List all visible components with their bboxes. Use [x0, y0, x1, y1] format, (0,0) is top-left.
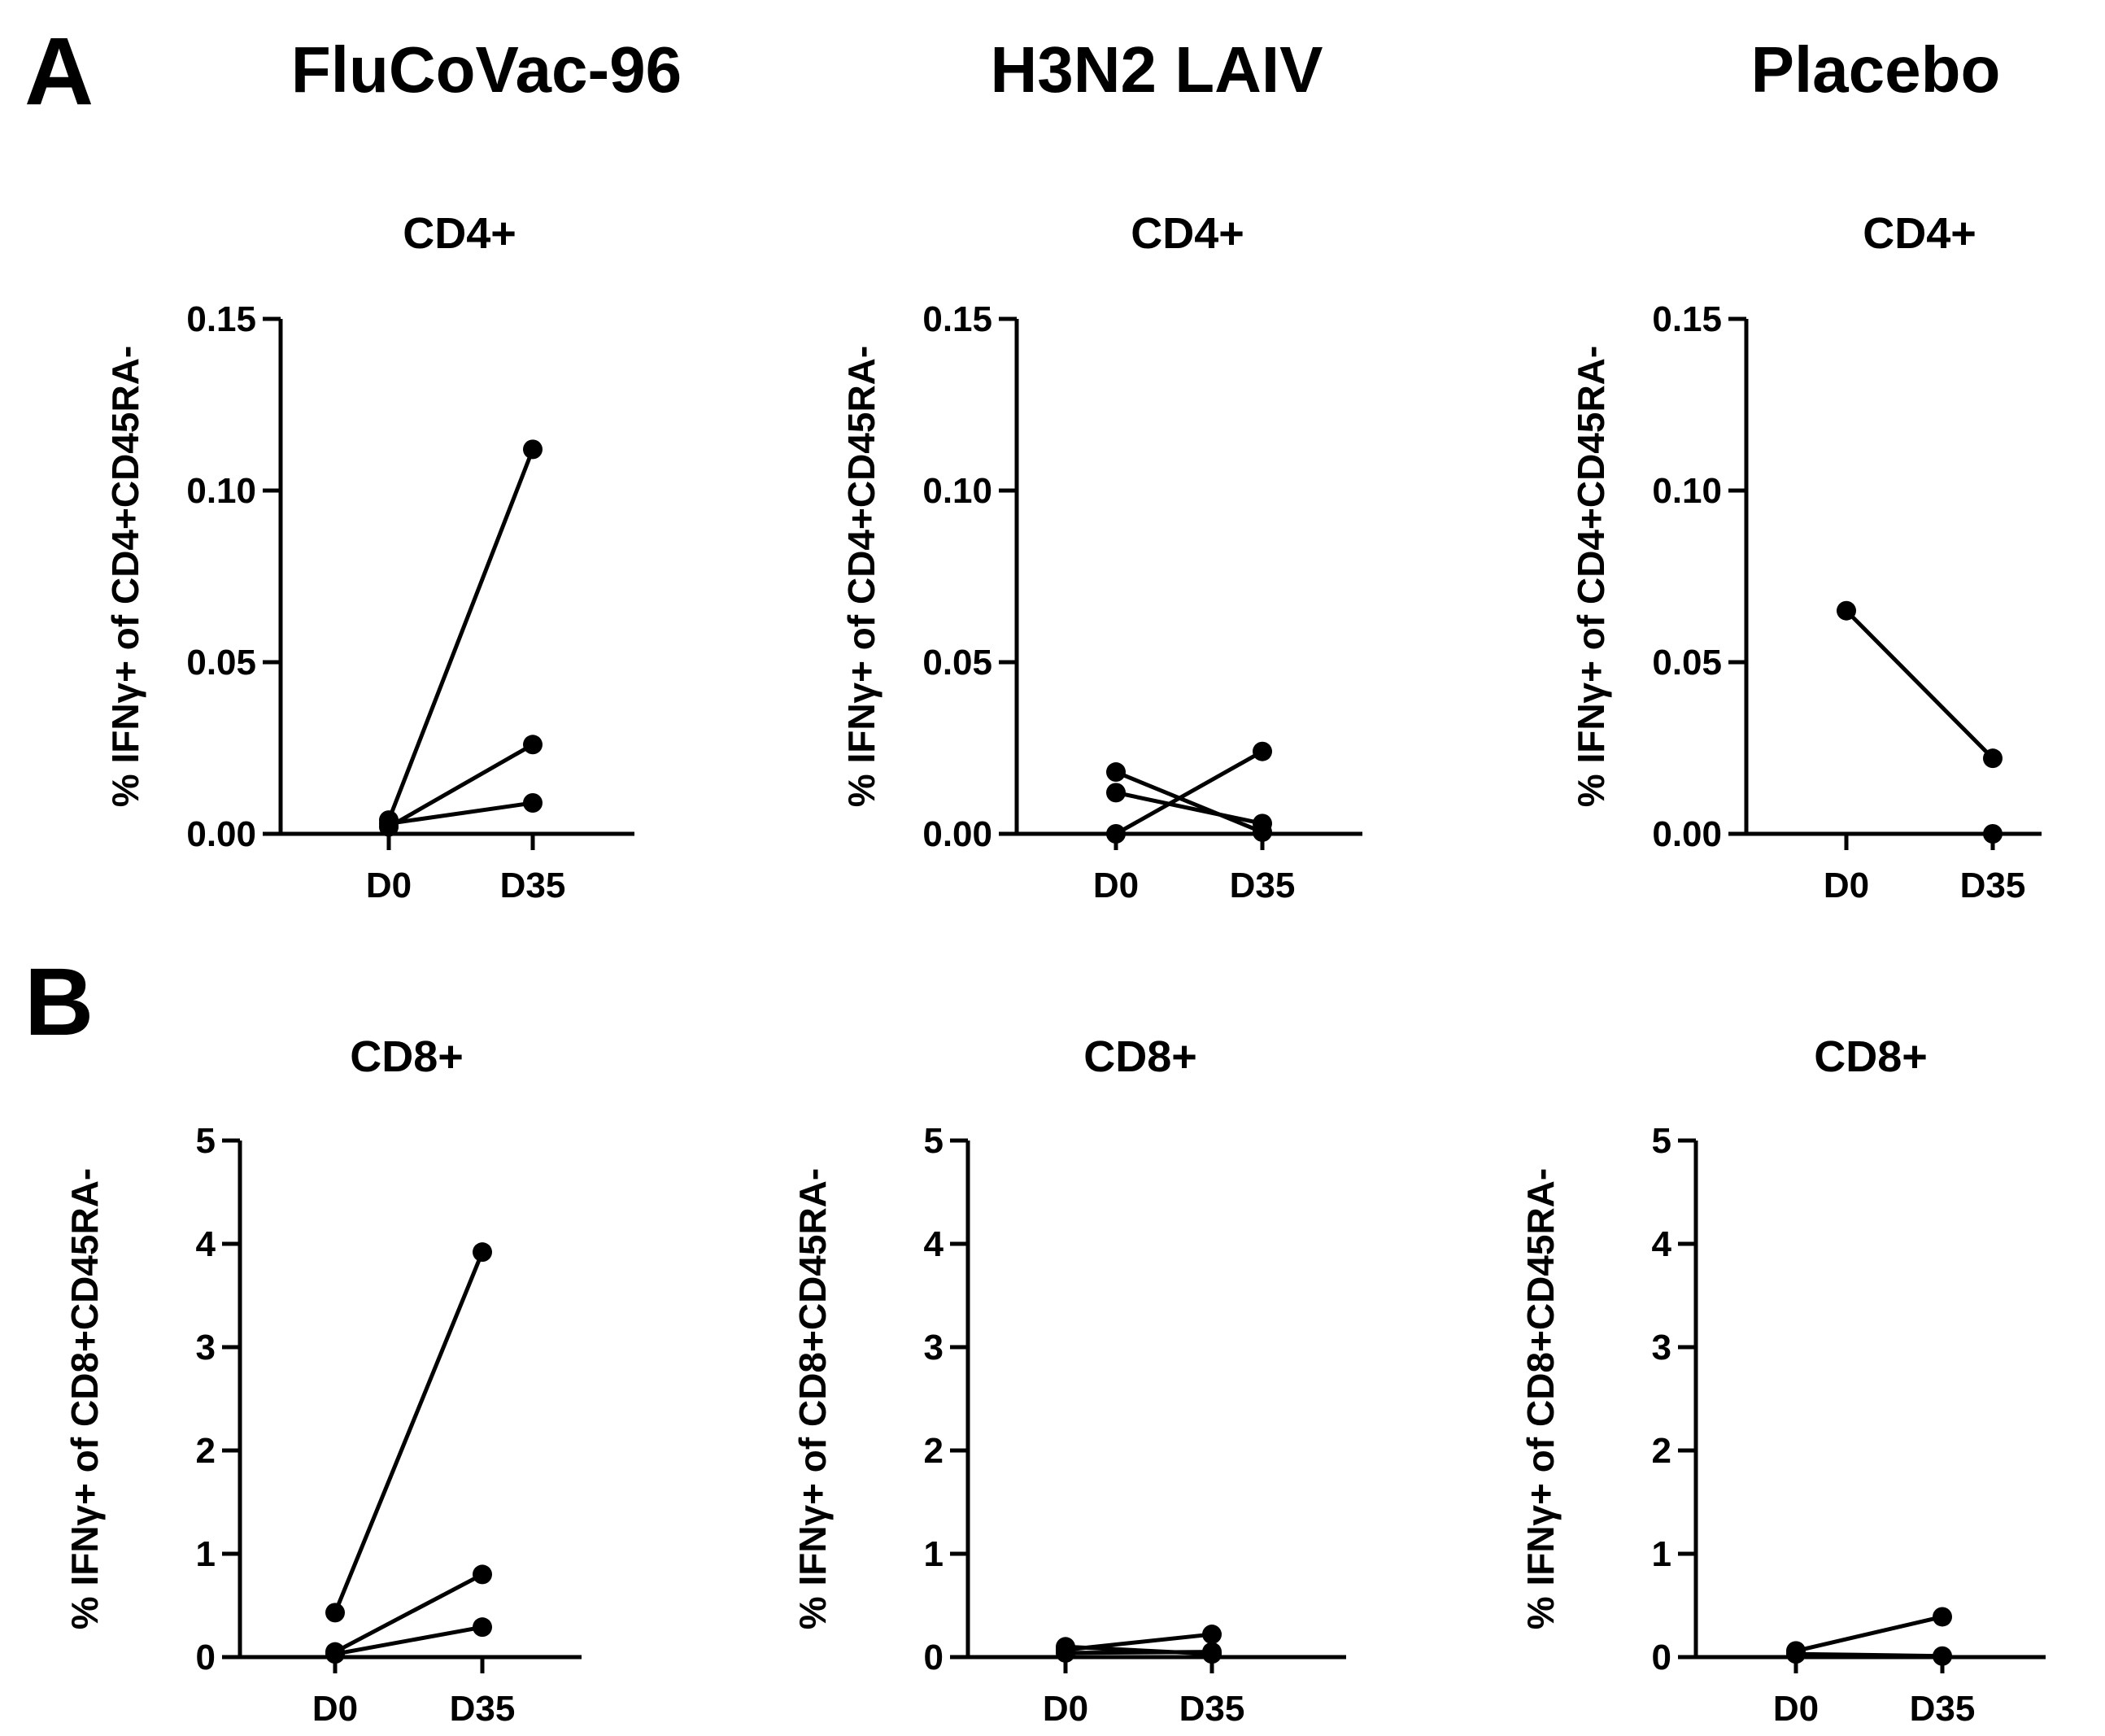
plot-6-ytick-label: 4	[1652, 1224, 1672, 1264]
plot-1-series-1-point-d35	[523, 439, 543, 460]
plot-3-title: CD4+	[1863, 209, 1976, 258]
plot-6-series-2-point-d0	[1786, 1644, 1806, 1664]
plot-4-series-2-point-d35	[473, 1564, 492, 1585]
plot-1-ytick-label: 0.15	[186, 299, 256, 339]
plot-5-series-2-line	[1065, 1632, 1213, 1652]
plot-4-series-3-point-d0	[325, 1644, 345, 1664]
plot-1-ytick-label: 0.00	[186, 814, 256, 854]
plot-5-ytick-label: 1	[924, 1534, 944, 1574]
plot-3-series-1-line	[1845, 608, 1994, 760]
plot-6-series-2-line	[1795, 1651, 1943, 1659]
plot-4-ylabel: % IFNγ+ of CD8+CD45RA-	[63, 1168, 106, 1629]
plot-3-ytick-label: 0.05	[1652, 643, 1722, 683]
plot-1-xtick-label: D35	[500, 866, 566, 905]
plot-6-ytick-label: 3	[1652, 1328, 1671, 1367]
plot-4-ytick-label: 4	[196, 1224, 216, 1264]
plot-6-xtick-label: D35	[1910, 1689, 1976, 1729]
plot-1-series-2-point-d35	[523, 735, 543, 755]
plot-1-series-3-point-d0	[379, 813, 399, 834]
plot-2-series-2-line	[1115, 790, 1263, 826]
plot-6-ylabel: % IFNγ+ of CD8+CD45RA-	[1519, 1168, 1562, 1629]
plot-5-ytick-label: 4	[924, 1224, 944, 1264]
plot-1-series-3-point-d35	[523, 793, 543, 813]
group-title-placebo: Placebo	[1751, 33, 2001, 106]
plot-5-series-3-line	[1065, 1650, 1213, 1655]
plot-3-ylabel: % IFNγ+ of CD4+CD45RA-	[1570, 346, 1612, 807]
plot-1-xtick-label: D0	[366, 866, 412, 905]
plot-2-ytick-label: 0.10	[922, 471, 992, 511]
plot-2-series-3-line	[1114, 749, 1264, 836]
plot-4-series-1-point-d35	[473, 1242, 492, 1263]
plot-4-series-2-line	[333, 1572, 484, 1654]
plot-2-series-1-line	[1115, 770, 1263, 835]
plot-5-ytick-label: 5	[924, 1121, 944, 1161]
plot-3-series-2-point-d35	[1983, 824, 2003, 844]
plot-1-ytick-label: 0.05	[186, 643, 256, 683]
plot-4-ytick-label: 5	[196, 1121, 216, 1161]
plot-4-title: CD8+	[350, 1032, 464, 1081]
plot-5-series-2-point-d35	[1202, 1625, 1222, 1645]
plot-2-series-3-point-d0	[1106, 824, 1126, 844]
plot-6-series-2-point-d35	[1933, 1646, 1952, 1666]
group-title-h3n2-laiv: H3N2 LAIV	[991, 33, 1323, 106]
plot-6-xtick-label: D0	[1773, 1689, 1819, 1729]
plot-2-series-2-point-d35	[1253, 813, 1272, 834]
plot-3-xtick-label: D0	[1824, 866, 1869, 905]
plot-5-ytick-label: 2	[924, 1431, 944, 1471]
plot-4-series-1-point-d0	[325, 1603, 345, 1623]
plot-3-ytick-label: 0.10	[1652, 471, 1722, 511]
plot-5-ylabel: % IFNγ+ of CD8+CD45RA-	[791, 1168, 834, 1629]
plot-1-title: CD4+	[403, 209, 516, 258]
plot-2-series-1-point-d0	[1106, 762, 1126, 783]
plot-3-series-1-point-d35	[1983, 748, 2003, 769]
plot-4-series-3-line	[334, 1625, 483, 1656]
plot-4-series-3-point-d35	[473, 1617, 492, 1638]
panel-label-a: A	[24, 18, 94, 125]
plot-2-ytick-label: 0.00	[922, 814, 992, 854]
plot-2-ylabel: % IFNγ+ of CD4+CD45RA-	[840, 346, 883, 807]
plot-6-series-1-point-d35	[1933, 1607, 1952, 1627]
plot-2-series-3-point-d35	[1253, 741, 1272, 761]
plot-2-series-2-point-d0	[1106, 783, 1126, 803]
plot-2-xtick-label: D35	[1230, 866, 1296, 905]
plot-2-ytick-label: 0.05	[922, 643, 992, 683]
plot-6-ytick-label: 0	[1652, 1638, 1671, 1677]
plot-1-series-1-line	[386, 448, 535, 822]
plot-5-series-3-point-d35	[1202, 1642, 1222, 1662]
plot-6-series-1-line	[1795, 1615, 1943, 1653]
plot-6-ytick-label: 1	[1652, 1534, 1671, 1574]
plot-5-xtick-label: D35	[1179, 1689, 1245, 1729]
plot-2-ytick-label: 0.15	[922, 299, 992, 339]
plot-5-xtick-label: D0	[1043, 1689, 1088, 1729]
plot-5-ytick-label: 3	[924, 1328, 944, 1367]
plot-3-xtick-label: D35	[1960, 866, 2026, 905]
plot-4-ytick-label: 3	[196, 1328, 216, 1367]
plot-5-ytick-label: 0	[924, 1638, 944, 1677]
plot-4-xtick-label: D0	[312, 1689, 358, 1729]
plot-4-ytick-label: 0	[196, 1638, 216, 1677]
plot-4-ytick-label: 2	[196, 1431, 216, 1471]
plot-4-xtick-label: D35	[450, 1689, 516, 1729]
plot-1-ylabel: % IFNγ+ of CD4+CD45RA-	[104, 346, 146, 807]
plot-5-series-3-point-d0	[1056, 1642, 1075, 1663]
plot-6-ytick-label: 2	[1652, 1431, 1671, 1471]
group-title-flucovac: FluCoVac-96	[291, 33, 682, 106]
plot-1-ytick-label: 0.10	[186, 471, 256, 511]
plot-4-series-1-line	[333, 1251, 485, 1614]
plot-6-title: CD8+	[1814, 1032, 1928, 1081]
plot-4-ytick-label: 1	[196, 1534, 216, 1574]
panel-label-b: B	[24, 949, 94, 1056]
plot-1-series-2-line	[387, 743, 534, 829]
plot-1-series-3-line	[388, 800, 534, 826]
plot-3-ytick-label: 0.15	[1652, 299, 1722, 339]
plot-5-title: CD8+	[1083, 1032, 1197, 1081]
plot-2-xtick-label: D0	[1093, 866, 1139, 905]
plot-3-ytick-label: 0.00	[1652, 814, 1722, 854]
plot-6-ytick-label: 5	[1652, 1121, 1671, 1161]
plots-layer: CD4+ % IFNγ+ of CD4+CD45RA- 0.00 0.05 0.10 0.…	[63, 209, 2046, 1729]
plot-2-title: CD4+	[1131, 209, 1244, 258]
plot-3-series-1-point-d0	[1837, 600, 1856, 621]
